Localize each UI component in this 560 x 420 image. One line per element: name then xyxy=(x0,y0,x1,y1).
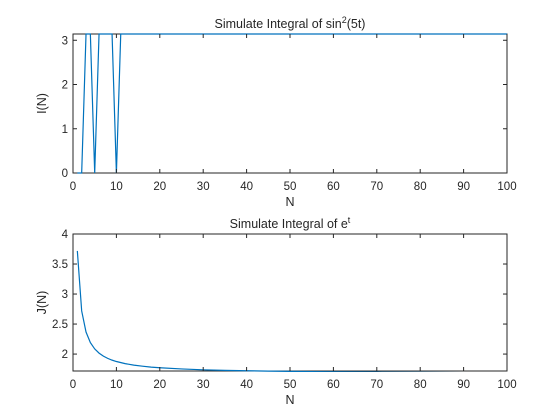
top-title: Simulate Integral of sin2(5t) xyxy=(215,15,366,31)
bottom-ytick-label: 2.5 xyxy=(52,319,68,331)
top-series-line-0 xyxy=(77,33,507,174)
bottom-series-line-0 xyxy=(76,250,474,372)
bottom-ytick-label: 2 xyxy=(62,349,68,361)
bottom-ylabel: J(N) xyxy=(35,291,49,315)
bottom-xtick-label: 50 xyxy=(284,379,297,391)
top-subplot: 0 10 20 30 40 50 60 70 80 90 100 0 1 2 3 N I(N) Simulate … xyxy=(35,15,517,209)
top-ytick-label: 3 xyxy=(62,35,68,47)
top-ytick-label: 0 xyxy=(62,168,68,180)
bottom-xtick-label: 20 xyxy=(153,379,166,391)
bottom-ytick-label: 3.5 xyxy=(52,259,68,271)
top-xtick-label: 0 xyxy=(70,181,76,193)
top-xtick-label: 70 xyxy=(370,181,383,193)
top-ytick-label: 2 xyxy=(62,80,68,92)
bottom-xtick-label: 60 xyxy=(327,379,340,391)
bottom-ytick-label: 3 xyxy=(62,289,68,301)
top-xtick-label: 80 xyxy=(414,181,427,193)
bottom-axes-box xyxy=(72,233,508,372)
top-xtick-label: 90 xyxy=(457,181,470,193)
bottom-title: Simulate Integral of et xyxy=(230,215,351,231)
bottom-ytick-label: 4 xyxy=(62,229,69,241)
top-xtick-label: 40 xyxy=(240,181,253,193)
bottom-xtick-label: 30 xyxy=(197,379,210,391)
bottom-xlabel: N xyxy=(285,393,294,407)
top-xlabel: N xyxy=(285,195,294,209)
top-xtick-label: 50 xyxy=(284,181,297,193)
top-axes-box xyxy=(72,33,508,174)
top-xtick-label: 30 xyxy=(197,181,210,193)
bottom-subplot: 0 10 20 30 40 50 60 70 80 90 100 2 2.5 3 3.5 4 N J(N) Simu… xyxy=(35,215,517,407)
top-xtick-label: 20 xyxy=(153,181,166,193)
bottom-xtick-label: 80 xyxy=(414,379,427,391)
bottom-xtick-label: 100 xyxy=(497,379,516,391)
bottom-xtick-label: 0 xyxy=(70,379,76,391)
top-ylabel: I(N) xyxy=(35,93,49,114)
top-xtick-label: 100 xyxy=(497,181,516,193)
top-xtick-label: 60 xyxy=(327,181,340,193)
bottom-xtick-label: 90 xyxy=(457,379,470,391)
bottom-xtick-label: 10 xyxy=(110,379,123,391)
bottom-xtick-label: 40 xyxy=(240,379,253,391)
top-xtick-label: 10 xyxy=(110,181,123,193)
top-ytick-label: 1 xyxy=(62,124,68,136)
bottom-xtick-label: 70 xyxy=(370,379,383,391)
